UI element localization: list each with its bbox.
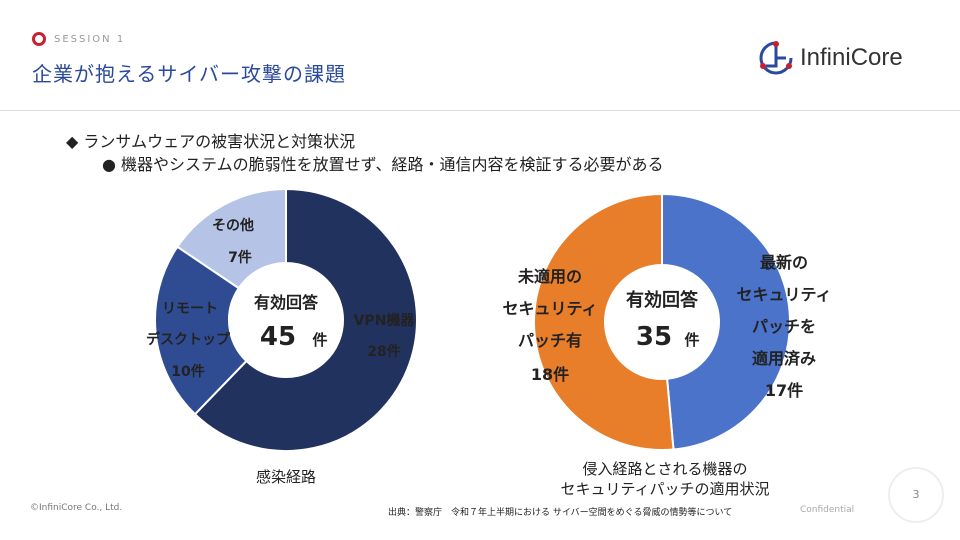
header-divider [0, 110, 960, 111]
chart2-caption-1: 侵入経路とされる機器の [582, 460, 748, 478]
donut-slice [176, 187, 287, 290]
chart2-caption-2: セキュリティパッチの適用状況 [560, 480, 770, 498]
label-remote-count: 10件 [171, 363, 204, 380]
label-unapplied-2: セキュリティ [502, 299, 597, 318]
donut-slice [533, 192, 675, 451]
logo: InfiniCore [758, 40, 903, 76]
label-vpn-count: 28件 [367, 343, 400, 360]
session-label: SESSION 1 [32, 32, 125, 46]
chart-patch-status [533, 192, 791, 451]
center-total-1: 45 [260, 322, 296, 352]
label-applied-count: 17件 [765, 381, 803, 400]
center-unit-2: 件 [684, 331, 699, 349]
label-unapplied-1: 未適用の [517, 267, 582, 286]
session-icon [32, 32, 46, 46]
donut-slice [154, 245, 248, 416]
center-label-1: 有効回答 [254, 293, 319, 312]
label-unapplied-3: パッチ有 [518, 331, 582, 350]
logo-text: InfiniCore [800, 44, 903, 71]
chart-infection-route [154, 187, 418, 452]
label-remote-1: リモート [162, 301, 218, 317]
label-applied-2: セキュリティ [736, 285, 831, 304]
label-applied-4: 適用済み [752, 349, 816, 368]
session-text: SESSION 1 [54, 33, 126, 45]
label-applied-1: 最新の [760, 253, 808, 272]
center-label-2: 有効回答 [626, 289, 699, 311]
center-total-2: 35 [636, 322, 672, 352]
label-other: その他 [212, 217, 254, 234]
bullet-level2-text: 機器やシステムの脆弱性を放置せず、経路・通信内容を検証する必要がある [121, 155, 664, 174]
donut-slice [661, 192, 791, 451]
confidential: Confidential [800, 505, 855, 515]
bullet-level1: ◆ ランサムウェアの被害状況と対策状況 [66, 132, 356, 151]
copyright: ©InfiniCore Co., Ltd. [30, 503, 123, 513]
page-title: 企業が抱えるサイバー攻撃の課題 [32, 62, 346, 86]
page-number: 3 [888, 467, 944, 523]
logo-icon [759, 41, 793, 75]
chart1-caption: 感染経路 [255, 468, 316, 486]
bullet-level2: ● 機器やシステムの脆弱性を放置せず、経路・通信内容を検証する必要がある [102, 155, 664, 174]
label-applied-3: パッチを [752, 317, 816, 336]
label-unapplied-count: 18件 [531, 365, 569, 384]
label-remote-2: デスクトップ [146, 331, 231, 348]
label-other-count: 7件 [228, 249, 252, 266]
label-vpn: VPN機器 [354, 312, 416, 329]
donut-slice [193, 187, 418, 452]
center-unit-1: 件 [312, 331, 327, 349]
source-note: 出典：警察庁 令和７年上半期における サイバー空間をめぐる脅威の情勢等について [388, 508, 733, 518]
bullet-level1-text: ランサムウェアの被害状況と対策状況 [83, 132, 356, 151]
